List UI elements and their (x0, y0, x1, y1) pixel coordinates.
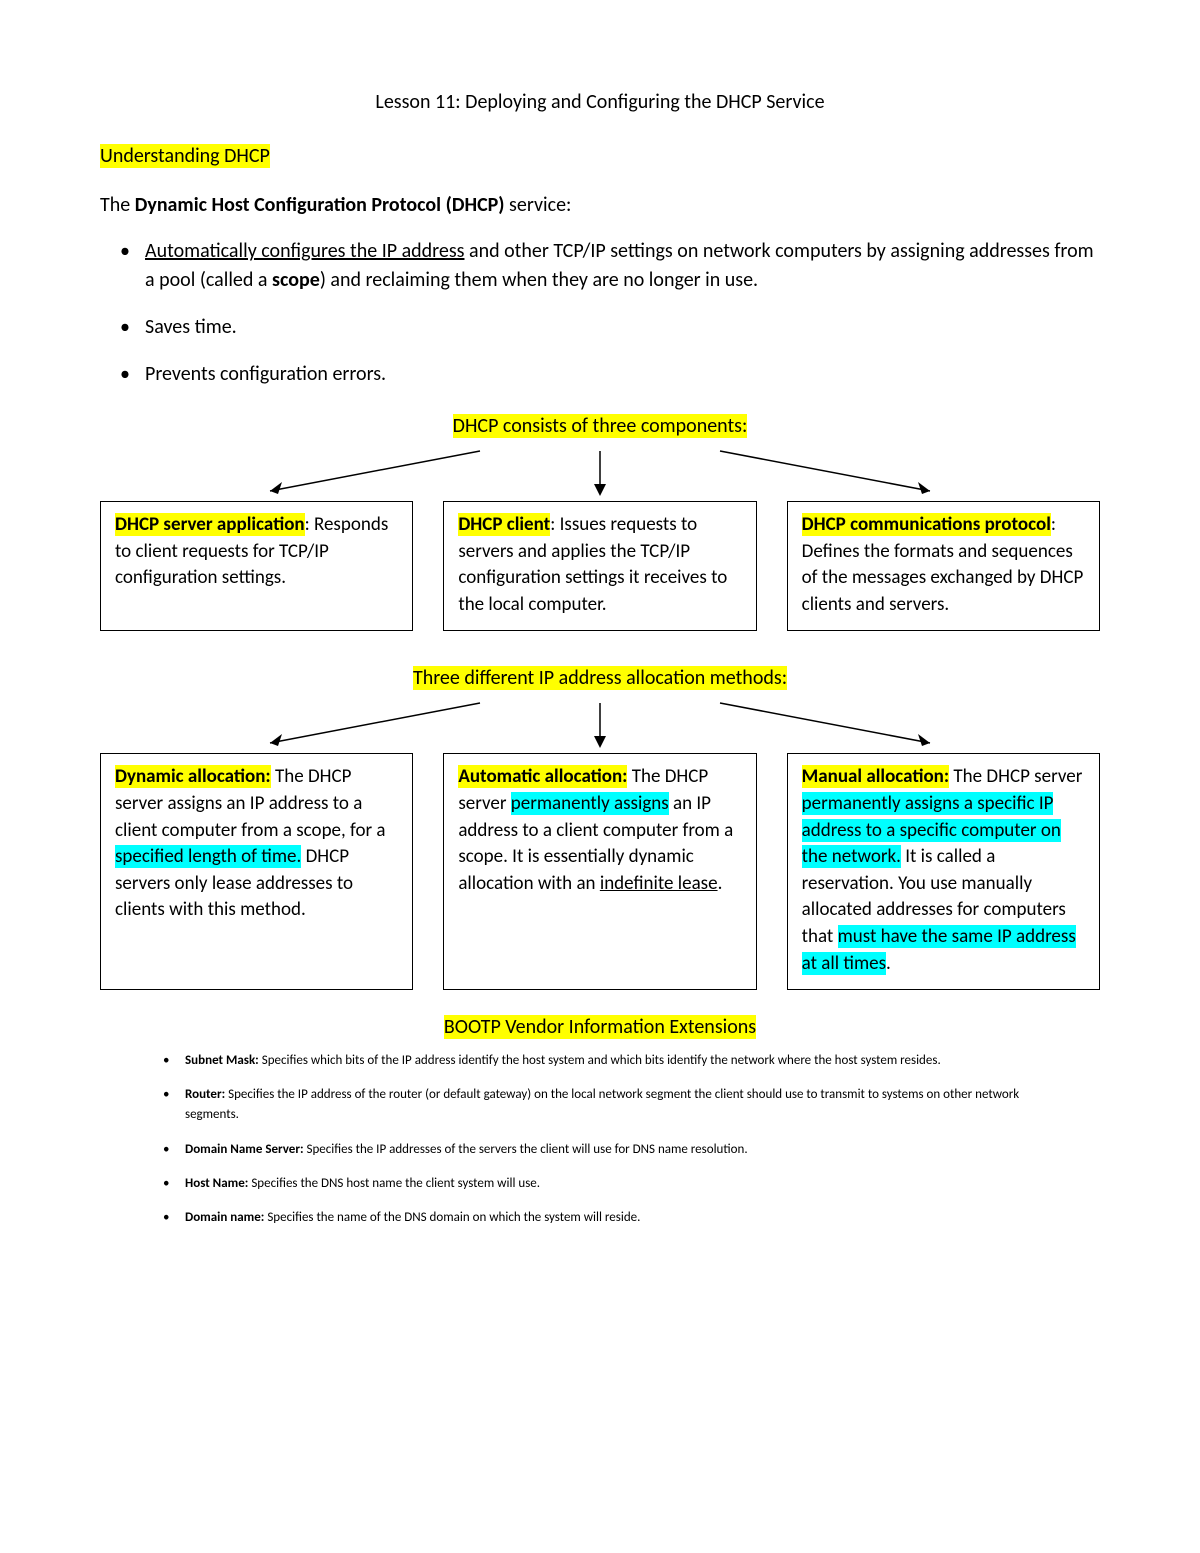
bootp-item-1: Subnet Mask: Specifies which bits of the… (185, 1051, 1100, 1071)
component-protocol-box: DHCP communications protocol: Defines th… (787, 501, 1100, 631)
bullet-3: Prevents configuration errors. (145, 360, 1100, 389)
alloc2-bold: Automatic allocation: (458, 765, 627, 788)
bullet-1-scope: scope (272, 268, 320, 292)
bootp-2: Specifies the IP address of the router (… (185, 1087, 1019, 1122)
comp3-bold: DHCP communications protocol (802, 513, 1051, 536)
bootp-item-5: Domain name: Specifies the name of the D… (185, 1208, 1100, 1228)
bullet-1-b: ) and reclaiming them when they are no l… (320, 268, 758, 292)
intro-post: service: (505, 193, 572, 217)
comp2-bold: DHCP client (458, 513, 550, 536)
alloc3-a: The DHCP server (949, 765, 1082, 788)
allocation-arrows (100, 698, 1100, 753)
component-server-box: DHCP server application: Responds to cli… (100, 501, 413, 631)
bullet-2: Saves time. (145, 313, 1100, 342)
allocation-automatic-box: Automatic allocation: The DHCP server pe… (443, 753, 756, 990)
bootp-item-3: Domain Name Server: Specifies the IP add… (185, 1140, 1100, 1160)
bootp-item-4: Host Name: Specifies the DNS host name t… (185, 1174, 1100, 1194)
bullet-1-underline: Automatically configures the IP address (145, 239, 464, 263)
bootp-4: Specifies the DNS host name the client s… (248, 1176, 540, 1191)
components-row: DHCP server application: Responds to cli… (100, 501, 1100, 631)
bootp-4b: Host Name: (185, 1176, 248, 1191)
bootp-5: Specifies the name of the DNS domain on … (264, 1210, 640, 1225)
alloc2-hl: permanently assigns (511, 792, 669, 815)
bootp-item-2: Router: Specifies the IP address of the … (185, 1085, 1100, 1125)
bootp-2b: Router: (185, 1087, 225, 1102)
intro-bold: Dynamic Host Configuration Protocol (DHC… (135, 193, 505, 217)
allocation-row: Dynamic allocation: The DHCP server assi… (100, 753, 1100, 990)
alloc3-hl2: must have the same IP address at all tim… (802, 925, 1076, 975)
allocation-title-text: Three different IP address allocation me… (413, 666, 787, 690)
alloc1-hl: specified length of time. (115, 845, 301, 868)
components-title: DHCP consists of three components: (100, 414, 1100, 438)
bootp-1b: Subnet Mask: (185, 1053, 259, 1068)
service-bullets: Automatically configures the IP address … (100, 237, 1100, 389)
bootp-1: Specifies which bits of the IP address i… (259, 1053, 941, 1068)
alloc1-bold: Dynamic allocation: (115, 765, 271, 788)
bootp-title: BOOTP Vendor Information Extensions (100, 1015, 1100, 1039)
bootp-5b: Domain name: (185, 1210, 264, 1225)
bootp-title-text: BOOTP Vendor Information Extensions (444, 1015, 756, 1039)
lesson-title: Lesson 11: Deploying and Configuring the… (100, 90, 1100, 114)
components-arrows (100, 446, 1100, 501)
allocation-dynamic-box: Dynamic allocation: The DHCP server assi… (100, 753, 413, 990)
component-client-box: DHCP client: Issues requests to servers … (443, 501, 756, 631)
bullet-1: Automatically configures the IP address … (145, 237, 1100, 295)
allocation-manual-box: Manual allocation: The DHCP server perma… (787, 753, 1100, 990)
bootp-3b: Domain Name Server: (185, 1142, 304, 1157)
alloc2-u: indefinite lease (600, 872, 718, 895)
comp1-bold: DHCP server application (115, 513, 305, 536)
intro-pre: The (100, 193, 135, 217)
bootp-list: Subnet Mask: Specifies which bits of the… (100, 1051, 1100, 1228)
page: Lesson 11: Deploying and Configuring the… (0, 0, 1200, 1302)
section-heading-text: Understanding DHCP (100, 144, 270, 168)
section-heading: Understanding DHCP (100, 144, 1100, 168)
alloc3-c: . (886, 952, 891, 975)
allocation-title: Three different IP address allocation me… (100, 666, 1100, 690)
bootp-3: Specifies the IP addresses of the server… (304, 1142, 748, 1157)
intro-line: The Dynamic Host Configuration Protocol … (100, 193, 1100, 217)
components-title-text: DHCP consists of three components: (453, 414, 748, 438)
alloc3-bold: Manual allocation: (802, 765, 949, 788)
alloc2-c: . (718, 872, 723, 895)
